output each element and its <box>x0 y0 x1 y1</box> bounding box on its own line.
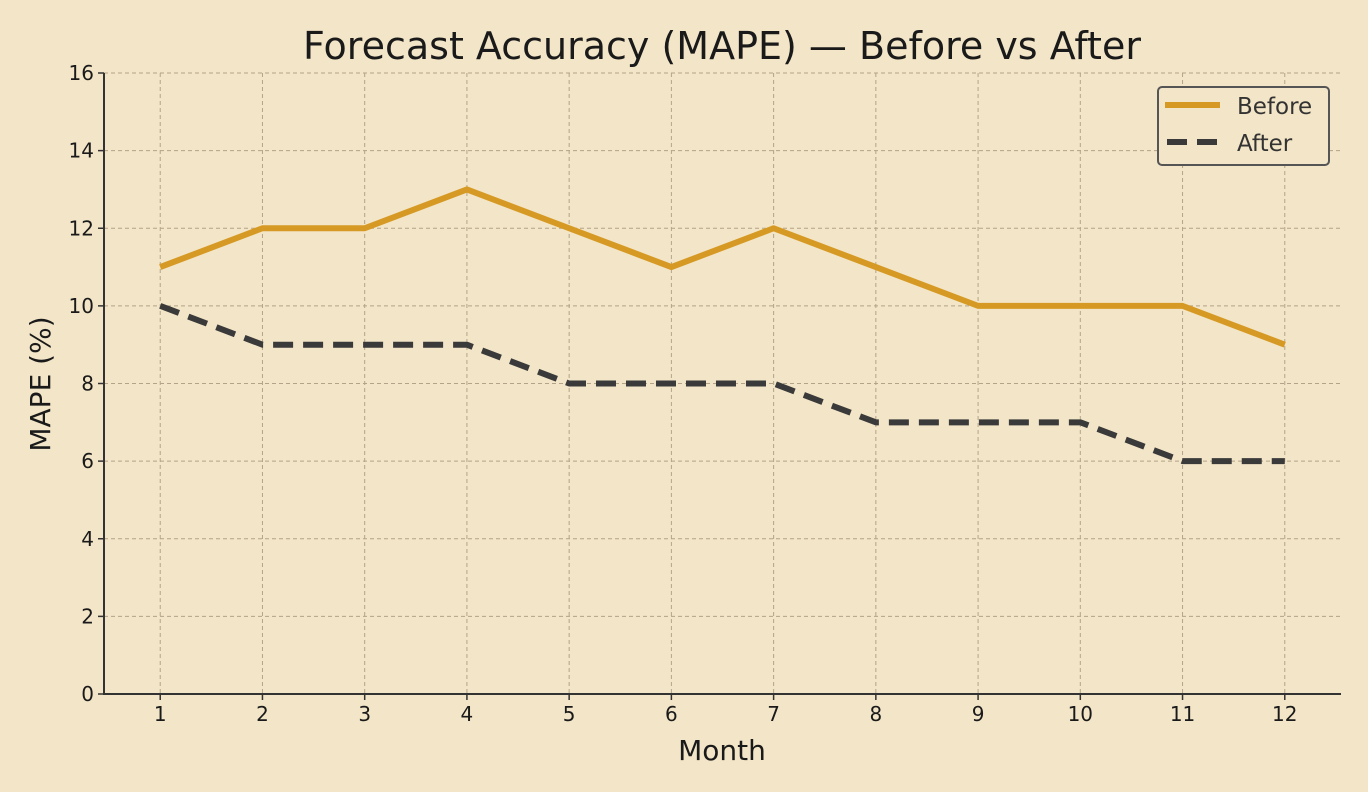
x-tick-label: 5 <box>563 702 576 726</box>
y-tick-label: 4 <box>81 527 94 551</box>
y-axis-label: MAPE (%) <box>24 316 57 451</box>
y-tick-label: 2 <box>81 604 94 628</box>
series-line-after <box>159 303 1285 465</box>
y-tick-label: 6 <box>81 449 94 473</box>
y-tick-label: 10 <box>69 294 94 318</box>
x-axis-label: Month <box>678 734 766 767</box>
legend: Before After <box>1157 86 1330 166</box>
series-line-before <box>159 186 1286 348</box>
x-tick-label: 2 <box>256 702 269 726</box>
axes <box>98 72 1341 700</box>
legend-label-after: After <box>1237 131 1293 157</box>
x-tick-label: 1 <box>154 702 167 726</box>
series-lines <box>159 186 1286 465</box>
chart-title: Forecast Accuracy (MAPE) — Before vs Aft… <box>303 24 1141 68</box>
y-tick-label: 12 <box>69 216 94 240</box>
x-tick-label: 11 <box>1170 702 1195 726</box>
x-tick-label: 4 <box>461 702 474 726</box>
x-tick-label: 12 <box>1272 702 1297 726</box>
y-tick-label: 16 <box>69 61 94 85</box>
x-tick-label: 9 <box>972 702 985 726</box>
x-tick-label: 8 <box>869 702 882 726</box>
legend-label-before: Before <box>1237 94 1312 120</box>
y-tick-label: 8 <box>81 372 94 396</box>
x-tick-label: 6 <box>665 702 678 726</box>
y-tick-label: 0 <box>81 682 94 706</box>
x-tick-label: 3 <box>358 702 371 726</box>
y-tick-label: 14 <box>69 139 94 163</box>
x-tick-label: 7 <box>767 702 780 726</box>
x-tick-label: 10 <box>1068 702 1093 726</box>
